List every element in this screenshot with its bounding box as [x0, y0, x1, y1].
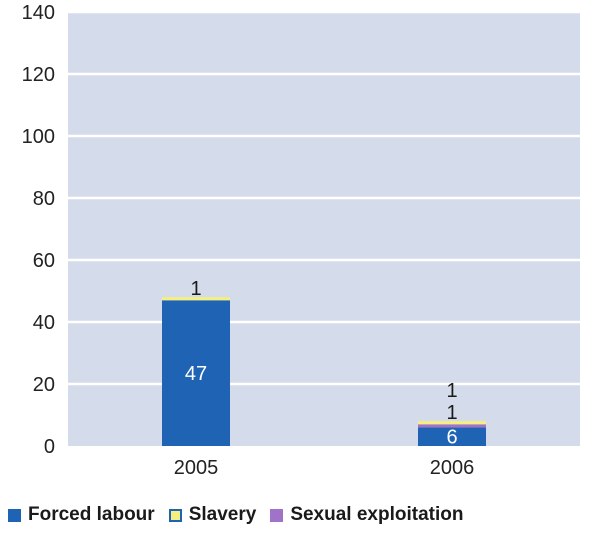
legend-label: Slavery: [188, 504, 257, 525]
data-label: 1: [446, 380, 457, 402]
y-tick-label: 140: [22, 2, 55, 24]
data-label: 6: [446, 426, 457, 448]
legend-swatch: [168, 508, 182, 522]
legend-item: Slavery: [168, 504, 257, 526]
y-tick-label: 100: [22, 126, 55, 148]
y-tick-label: 40: [33, 312, 55, 334]
plot-area: [68, 12, 580, 446]
x-tick-label: 2005: [174, 457, 219, 479]
bar-segment: [418, 424, 486, 428]
legend-item: Sexual exploitation: [270, 504, 463, 526]
x-tick-label: 2006: [430, 457, 475, 479]
bar-segment: [162, 297, 230, 301]
legend-swatch: [270, 508, 284, 522]
y-tick-label: 20: [33, 374, 55, 396]
gridlines: [68, 10, 580, 386]
legend-swatch: [8, 508, 21, 522]
data-label: 1: [446, 402, 457, 424]
data-label: 47: [185, 363, 207, 385]
legend-item: Forced labour: [8, 504, 155, 526]
y-tick-label: 80: [33, 188, 55, 210]
legend-label: Sexual exploitation: [290, 504, 464, 525]
bar-segment: [162, 300, 230, 446]
y-axis-ticks: 0 20 40 60 80 100 120 140: [22, 2, 55, 458]
bar-segment: [418, 427, 486, 446]
bar-segment: [418, 421, 486, 425]
y-tick-label: 120: [22, 64, 55, 86]
x-axis-ticks: 2005 2006: [174, 457, 475, 479]
y-tick-label: 60: [33, 250, 55, 272]
y-tick-label: 0: [44, 436, 55, 458]
legend-label: Forced labour: [28, 504, 155, 525]
data-label: 1: [190, 278, 201, 300]
legend: Forced labour Slavery Sexual exploitation: [8, 504, 477, 526]
